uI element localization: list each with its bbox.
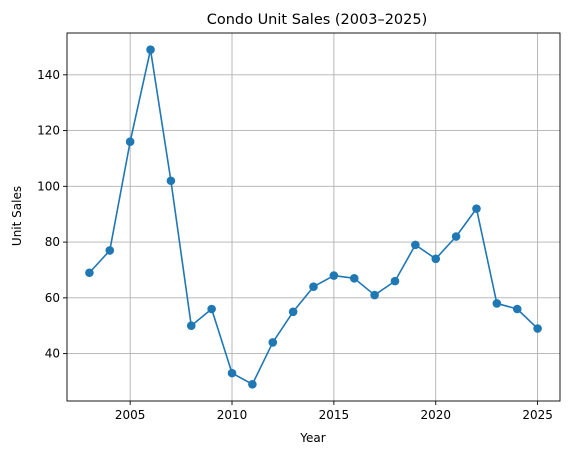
x-tick-label: 2015 [319, 408, 350, 422]
data-point [370, 290, 379, 300]
series-layer [85, 45, 542, 389]
chart-title: Condo Unit Sales (2003–2025) [207, 12, 428, 28]
data-point [431, 254, 441, 264]
data-point [125, 137, 135, 147]
data-point [166, 176, 176, 186]
x-axis-label: Year [299, 431, 325, 445]
data-point [472, 204, 481, 213]
y-tick-label: 40 [45, 347, 60, 361]
data-point [186, 321, 196, 331]
data-point [451, 232, 461, 241]
data-point [390, 276, 400, 286]
data-point [411, 240, 420, 250]
data-point [248, 379, 257, 389]
y-tick-label: 120 [37, 124, 60, 138]
x-tick-label: 2010 [217, 408, 248, 422]
grid [67, 33, 560, 401]
x-tick-label: 2020 [420, 408, 451, 422]
data-point [207, 304, 216, 314]
data-point [85, 268, 94, 278]
y-axis-label: Unit Sales [10, 186, 24, 246]
data-point [349, 274, 359, 283]
x-tick-label: 2025 [522, 408, 553, 422]
data-point [268, 338, 278, 347]
data-point [227, 368, 237, 378]
data-point [105, 246, 115, 255]
data-point [309, 282, 318, 291]
data-point [533, 324, 542, 333]
data-point [288, 307, 298, 317]
x-tick-label: 2005 [115, 408, 146, 422]
data-point [329, 271, 339, 280]
y-tick-label: 140 [37, 68, 60, 82]
plot-frame [66, 32, 561, 402]
data-point [146, 45, 155, 55]
data-point [492, 299, 502, 308]
ticks: 2005 2010 2015 2020 2025 40 60 80 100 120 140 [37, 68, 553, 422]
y-tick-label: 80 [45, 235, 60, 249]
y-tick-label: 60 [45, 291, 60, 305]
data-point [512, 304, 522, 314]
y-tick-label: 100 [37, 179, 60, 193]
